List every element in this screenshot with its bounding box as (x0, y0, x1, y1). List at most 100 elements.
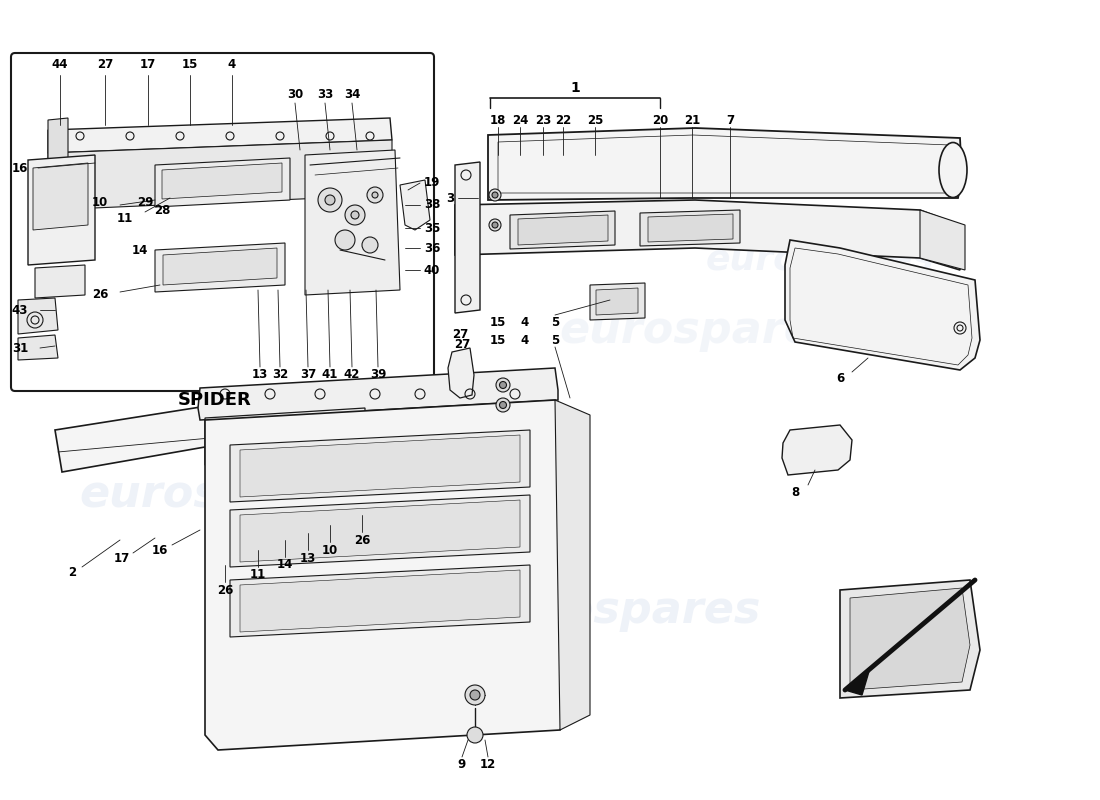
Polygon shape (782, 425, 852, 475)
Text: 42: 42 (344, 369, 360, 382)
Circle shape (496, 398, 510, 412)
Text: 22: 22 (554, 114, 571, 126)
Polygon shape (28, 155, 95, 265)
Text: 11: 11 (250, 569, 266, 582)
Text: 44: 44 (52, 58, 68, 71)
Circle shape (490, 189, 500, 201)
Text: 1: 1 (570, 81, 580, 95)
Text: 38: 38 (424, 198, 440, 211)
Circle shape (367, 187, 383, 203)
Text: 8: 8 (791, 486, 799, 498)
Circle shape (490, 219, 500, 231)
Text: 13: 13 (300, 551, 316, 565)
Circle shape (318, 188, 342, 212)
Text: 5: 5 (551, 315, 559, 329)
Text: 11: 11 (117, 211, 133, 225)
Circle shape (465, 685, 485, 705)
Circle shape (492, 222, 498, 228)
Polygon shape (845, 668, 870, 695)
Ellipse shape (939, 142, 967, 198)
Polygon shape (488, 128, 962, 200)
Text: 17: 17 (114, 551, 130, 565)
Polygon shape (35, 265, 85, 298)
Polygon shape (18, 298, 58, 334)
Polygon shape (455, 200, 960, 270)
Text: 24: 24 (512, 114, 528, 126)
Circle shape (499, 382, 506, 389)
Text: 17: 17 (140, 58, 156, 71)
Text: 10: 10 (322, 543, 338, 557)
Polygon shape (230, 565, 530, 637)
Text: 15: 15 (182, 58, 198, 71)
Polygon shape (55, 400, 248, 472)
Circle shape (499, 402, 506, 409)
Circle shape (345, 205, 365, 225)
Circle shape (351, 211, 359, 219)
Text: 25: 25 (586, 114, 603, 126)
Circle shape (372, 192, 378, 198)
Polygon shape (48, 118, 392, 153)
Polygon shape (640, 210, 740, 246)
Text: 40: 40 (424, 263, 440, 277)
Polygon shape (518, 215, 608, 245)
Text: 23: 23 (535, 114, 551, 126)
Polygon shape (230, 430, 530, 502)
Text: 26: 26 (217, 583, 233, 597)
Polygon shape (155, 158, 290, 207)
Circle shape (470, 690, 480, 700)
Text: 30: 30 (287, 89, 304, 102)
Polygon shape (448, 348, 474, 398)
Text: eurospares: eurospares (79, 474, 361, 517)
Text: 43: 43 (12, 303, 29, 317)
Polygon shape (155, 243, 285, 292)
Text: 16: 16 (152, 543, 168, 557)
Polygon shape (920, 210, 965, 270)
Polygon shape (162, 163, 282, 199)
Text: 9: 9 (458, 758, 466, 771)
Text: eurospares: eurospares (559, 309, 840, 351)
Text: 27: 27 (454, 338, 470, 351)
Text: SPIDER: SPIDER (178, 391, 252, 409)
Text: 32: 32 (272, 369, 288, 382)
Text: 26: 26 (91, 289, 108, 302)
Text: 29: 29 (136, 195, 153, 209)
Text: 13: 13 (252, 369, 268, 382)
Text: 4: 4 (521, 315, 529, 329)
Circle shape (492, 192, 498, 198)
Polygon shape (230, 495, 530, 567)
Polygon shape (198, 368, 558, 420)
Text: 7: 7 (726, 114, 734, 126)
Polygon shape (455, 162, 480, 313)
Text: eurospares: eurospares (706, 243, 934, 277)
Text: 4: 4 (228, 58, 236, 71)
Text: 16: 16 (12, 162, 29, 174)
Polygon shape (648, 214, 733, 242)
Text: 27: 27 (97, 58, 113, 71)
Polygon shape (205, 400, 570, 750)
Polygon shape (556, 400, 590, 730)
Polygon shape (212, 413, 358, 459)
Polygon shape (240, 435, 520, 497)
Circle shape (324, 195, 336, 205)
Text: 31: 31 (12, 342, 29, 354)
Text: 28: 28 (154, 203, 170, 217)
Polygon shape (240, 500, 520, 562)
Polygon shape (596, 288, 638, 315)
Text: 12: 12 (480, 758, 496, 771)
Text: 26: 26 (354, 534, 371, 546)
Text: 18: 18 (490, 114, 506, 126)
Polygon shape (785, 240, 980, 370)
Text: 2: 2 (68, 566, 76, 578)
Text: 21: 21 (684, 114, 700, 126)
Polygon shape (305, 150, 400, 295)
Text: 34: 34 (344, 89, 360, 102)
Text: 15: 15 (490, 334, 506, 346)
Polygon shape (163, 248, 277, 285)
Polygon shape (48, 118, 68, 218)
Text: 3: 3 (446, 191, 454, 205)
Text: 36: 36 (424, 242, 440, 254)
Polygon shape (48, 140, 392, 210)
Text: 33: 33 (317, 89, 333, 102)
Text: 6: 6 (836, 371, 844, 385)
Text: 4: 4 (521, 334, 529, 346)
